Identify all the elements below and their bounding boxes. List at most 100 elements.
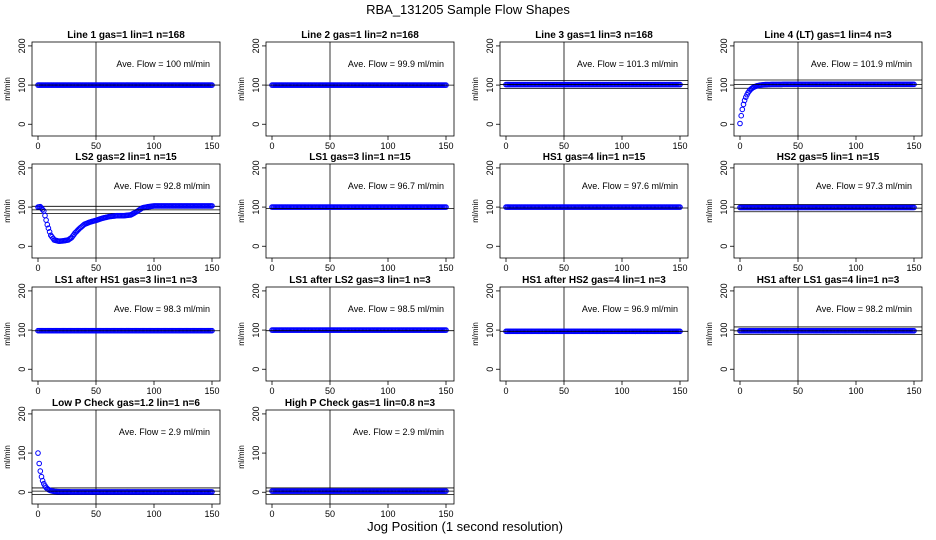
- y-tick-label: 0: [251, 367, 261, 372]
- panel-grid: Line 1 gas=1 lin=1 n=168 0 100 200 ml/min 0 50…: [3, 30, 923, 519]
- y-axis-label: ml/min: [471, 322, 480, 346]
- x-tick-label: 150: [438, 386, 453, 396]
- average-flow-annotation: Ave. Flow = 98.5 ml/min: [348, 304, 444, 314]
- data-series: [269, 327, 449, 333]
- y-tick-label: 100: [251, 200, 261, 215]
- y-tick-label: 100: [17, 446, 27, 461]
- x-tick-label: 100: [848, 263, 863, 273]
- x-tick-label: 50: [559, 263, 569, 273]
- y-axis-label: ml/min: [705, 77, 714, 101]
- x-tick-label: 100: [614, 386, 629, 396]
- x-tick-label: 100: [380, 509, 395, 519]
- x-tick-label: 0: [269, 386, 274, 396]
- x-tick-label: 0: [737, 141, 742, 151]
- data-point: [443, 327, 449, 333]
- y-tick-label: 0: [251, 490, 261, 495]
- chart-panel: LS1 after LS2 gas=3 lin=1 n=3 0 100 200 ml/m…: [237, 275, 455, 396]
- x-tick-label: 0: [269, 509, 274, 519]
- plot-frame: [499, 163, 689, 259]
- x-tick-label: 100: [146, 509, 161, 519]
- panel-title: HS1 after HS2 gas=4 lin=1 n=3: [522, 275, 666, 286]
- average-flow-annotation: Ave. Flow = 100 ml/min: [116, 59, 210, 69]
- chart-panel: LS2 gas=2 lin=1 n=15 0 100 200 ml/min 0 50 100 1…: [3, 152, 221, 273]
- x-tick-label: 0: [503, 141, 508, 151]
- data-point: [35, 450, 41, 456]
- y-tick-label: 0: [17, 122, 27, 127]
- y-tick-label: 200: [251, 406, 261, 421]
- data-series: [35, 450, 215, 495]
- x-tick-label: 100: [146, 141, 161, 151]
- x-tick-label: 0: [737, 263, 742, 273]
- y-tick-label: 200: [17, 283, 27, 298]
- y-tick-label: 0: [17, 367, 27, 372]
- data-point: [739, 106, 746, 113]
- y-tick-label: 100: [485, 78, 495, 93]
- y-tick-label: 0: [719, 122, 729, 127]
- x-tick-label: 100: [614, 141, 629, 151]
- figure-xlabel: Jog Position (1 second resolution): [367, 519, 563, 534]
- x-tick-label: 100: [380, 141, 395, 151]
- x-tick-label: 150: [204, 509, 219, 519]
- panel-title: High P Check gas=1 lin=0.8 n=3: [285, 398, 436, 409]
- y-tick-label: 100: [719, 200, 729, 215]
- y-axis-label: ml/min: [237, 322, 246, 346]
- panel-title: Line 1 gas=1 lin=1 n=168: [67, 30, 185, 41]
- x-tick-label: 150: [438, 141, 453, 151]
- y-tick-label: 100: [251, 78, 261, 93]
- x-tick-label: 150: [906, 263, 921, 273]
- y-tick-label: 200: [251, 283, 261, 298]
- x-tick-label: 50: [91, 263, 101, 273]
- y-axis-label: ml/min: [471, 199, 480, 223]
- average-flow-annotation: Ave. Flow = 96.7 ml/min: [348, 181, 444, 191]
- chart-panel: HS2 gas=5 lin=1 n=15 0 100 200 ml/min 0 50 100 1…: [705, 152, 923, 273]
- chart-panel: Line 1 gas=1 lin=1 n=168 0 100 200 ml/min 0 50…: [3, 30, 221, 151]
- x-tick-label: 0: [35, 509, 40, 519]
- x-tick-label: 50: [325, 386, 335, 396]
- y-tick-label: 0: [17, 244, 27, 249]
- y-tick-label: 100: [251, 446, 261, 461]
- average-flow-annotation: Ave. Flow = 2.9 ml/min: [353, 427, 444, 437]
- data-point: [39, 477, 46, 484]
- chart-panel: HS1 after HS2 gas=4 lin=1 n=3 0 100 200 ml/m…: [471, 275, 689, 396]
- chart-panel: Line 3 gas=1 lin=3 n=168 0 100 200 ml/min 0 50…: [471, 30, 689, 151]
- panel-title: HS2 gas=5 lin=1 n=15: [777, 152, 880, 163]
- figure-title: RBA_131205 Sample Flow Shapes: [366, 2, 570, 17]
- data-series: [503, 204, 683, 210]
- chart-panel: HS1 gas=4 lin=1 n=15 0 100 200 ml/min 0 50 100 1…: [471, 152, 689, 273]
- average-flow-annotation: Ave. Flow = 101.9 ml/min: [811, 59, 912, 69]
- plot-frame: [265, 41, 455, 137]
- average-flow-annotation: Ave. Flow = 98.2 ml/min: [816, 304, 912, 314]
- x-tick-label: 50: [91, 141, 101, 151]
- y-tick-label: 200: [17, 160, 27, 175]
- chart-panel: LS1 gas=3 lin=1 n=15 0 100 200 ml/min 0 50 100 1…: [237, 152, 455, 273]
- y-tick-label: 100: [719, 323, 729, 338]
- plot-frame: [733, 41, 923, 137]
- x-tick-label: 100: [848, 141, 863, 151]
- chart-panel: Line 2 gas=1 lin=2 n=168 0 100 200 ml/min 0 50…: [237, 30, 455, 151]
- y-tick-label: 100: [17, 323, 27, 338]
- y-tick-label: 200: [17, 38, 27, 53]
- chart-panel: LS1 after HS1 gas=3 lin=1 n=3 0 100 200 ml/m…: [3, 275, 221, 396]
- panel-title: Line 4 (LT) gas=1 lin=4 n=3: [764, 30, 892, 41]
- data-point: [45, 225, 52, 231]
- x-tick-label: 100: [380, 386, 395, 396]
- y-tick-label: 200: [719, 283, 729, 298]
- plot-frame: [265, 286, 455, 382]
- plot-frame: [31, 41, 221, 137]
- x-tick-label: 150: [906, 386, 921, 396]
- x-tick-label: 50: [325, 141, 335, 151]
- y-tick-label: 200: [251, 38, 261, 53]
- average-flow-annotation: Ave. Flow = 98.3 ml/min: [114, 304, 210, 314]
- panel-title: LS1 gas=3 lin=1 n=15: [309, 152, 411, 163]
- x-tick-label: 50: [559, 141, 569, 151]
- y-tick-label: 100: [251, 323, 261, 338]
- data-point: [43, 217, 49, 223]
- data-point: [42, 212, 48, 219]
- y-tick-label: 0: [485, 367, 495, 372]
- plot-frame: [31, 286, 221, 382]
- y-axis-label: ml/min: [3, 322, 12, 346]
- y-axis-label: ml/min: [237, 199, 246, 223]
- plot-frame: [31, 163, 221, 259]
- chart-panel: Low P Check gas=1.2 lin=1 n=6 0 100 200 ml/m…: [3, 398, 221, 519]
- y-tick-label: 100: [719, 78, 729, 93]
